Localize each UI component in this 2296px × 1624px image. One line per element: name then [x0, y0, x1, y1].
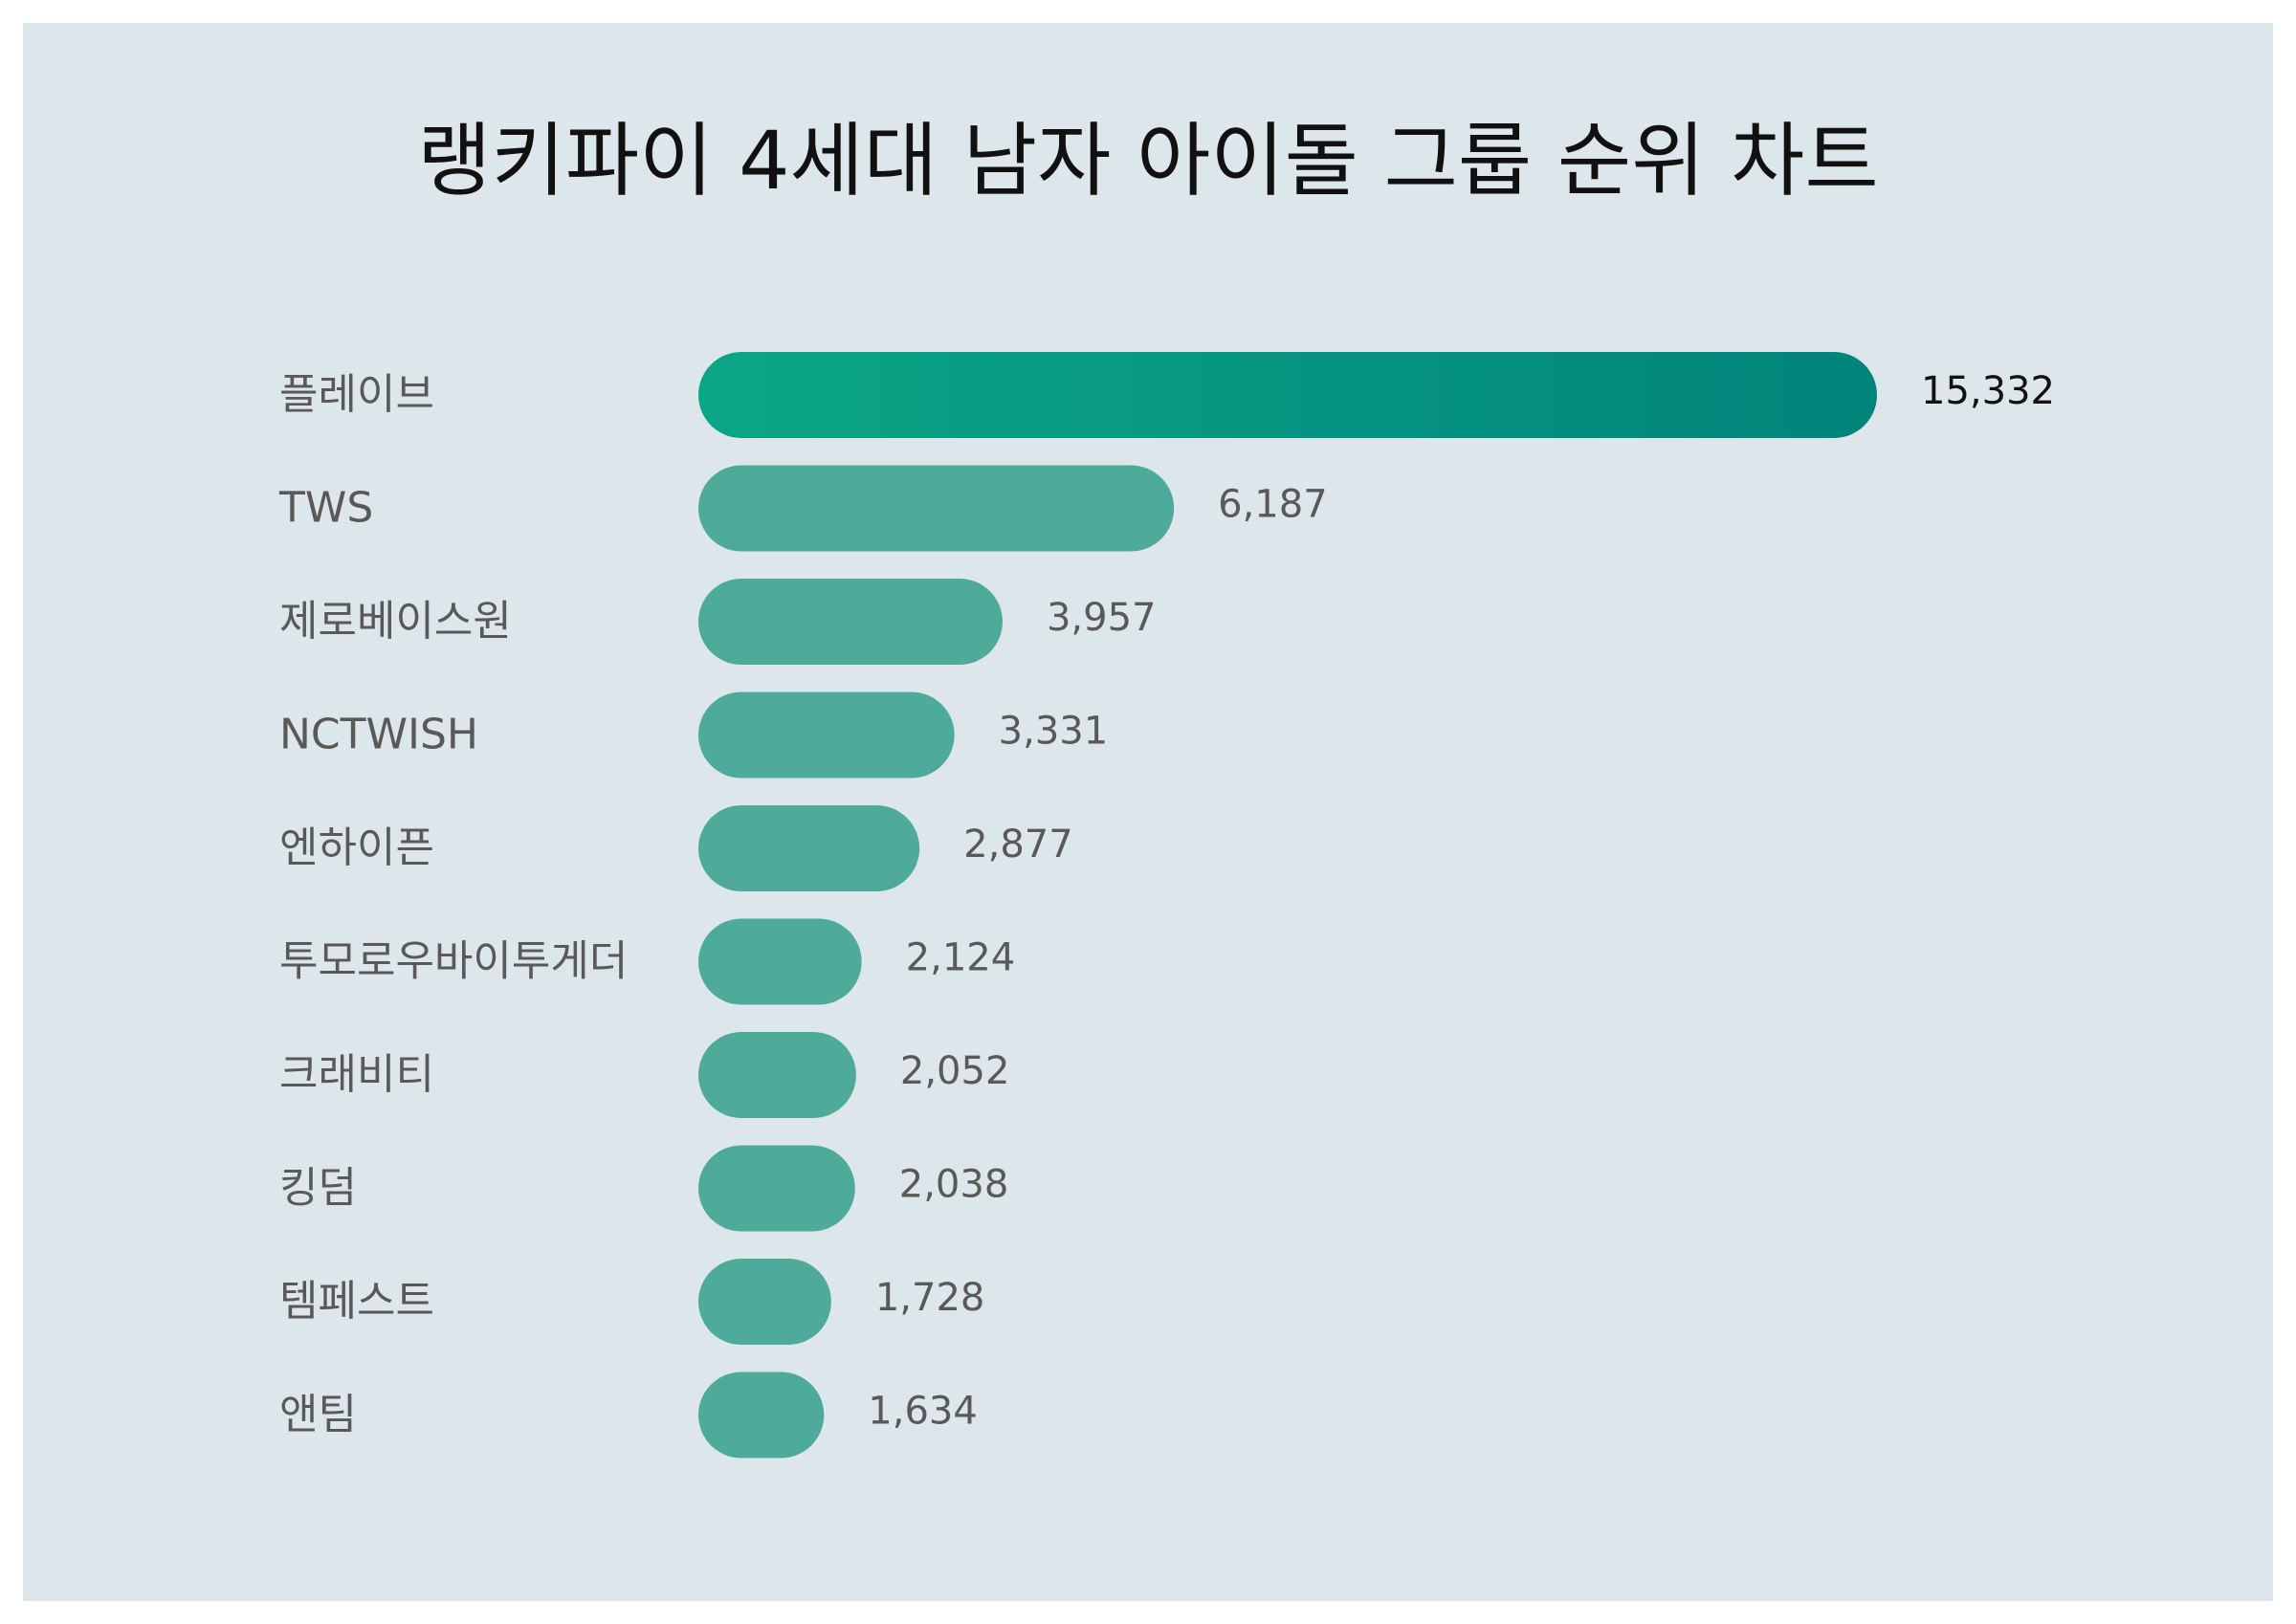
bar — [698, 918, 862, 1005]
bar — [698, 1372, 825, 1459]
bar — [698, 352, 1877, 438]
value-label: 3,957 — [1047, 596, 1157, 640]
bar — [698, 1032, 856, 1118]
value-label: 15,332 — [1921, 369, 2055, 413]
bar — [698, 691, 955, 779]
bar — [698, 1145, 855, 1232]
chart-title: 랭키파이 4세대 남자 아이돌 그룹 순위 차트 — [417, 114, 1879, 208]
value-label: 2,052 — [900, 1049, 1010, 1093]
category-label: TWS — [278, 484, 373, 533]
chart-background — [23, 23, 2273, 1601]
category-label: 엔하이픈 — [279, 823, 434, 872]
value-label: 2,124 — [906, 936, 1016, 980]
category-label: 킹덤 — [279, 1164, 357, 1213]
bar — [698, 579, 1003, 665]
value-label: 2,038 — [899, 1163, 1009, 1207]
value-label: 3,331 — [999, 710, 1109, 754]
value-label: 1,728 — [875, 1276, 985, 1320]
bar — [698, 465, 1175, 552]
category-label: NCTWISH — [279, 711, 478, 759]
bar — [698, 1259, 831, 1345]
category-label: 앤팀 — [279, 1391, 357, 1439]
value-label: 2,877 — [963, 823, 1073, 867]
category-label: 템페스트 — [279, 1277, 434, 1326]
category-label: 크래비티 — [279, 1050, 434, 1099]
category-label: 플레이브 — [279, 370, 434, 419]
bar — [698, 805, 920, 891]
category-label: 투모로우바이투게더 — [279, 937, 628, 986]
category-label: 제로베이스원 — [279, 597, 512, 646]
value-label: 6,187 — [1218, 483, 1328, 527]
value-label: 1,634 — [868, 1390, 978, 1434]
